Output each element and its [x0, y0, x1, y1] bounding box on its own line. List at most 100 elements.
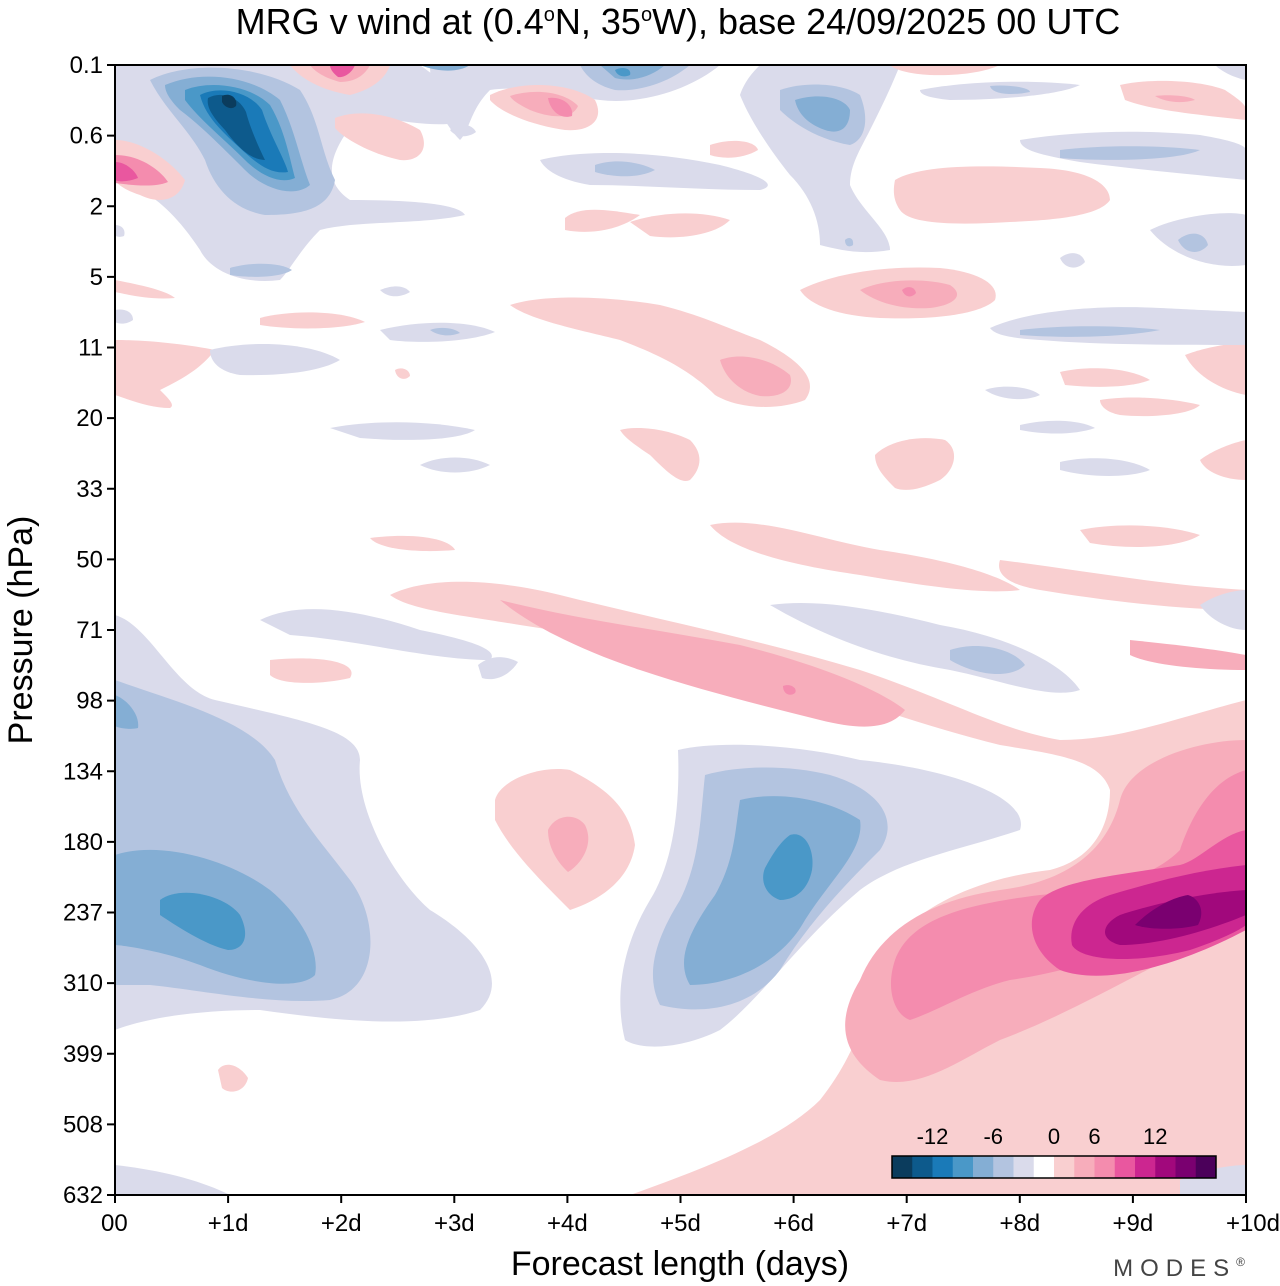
colorbar-swatch [1155, 1156, 1176, 1178]
contour-pos-small-left [218, 1064, 248, 1092]
y-tick-label: 310 [63, 970, 103, 997]
y-tick-label: 0.6 [70, 123, 103, 150]
y-axis-label: Pressure (hPa) [2, 516, 40, 745]
colorbar-swatch [1135, 1156, 1156, 1178]
contour-pos-top-left-3 [115, 162, 138, 182]
contour-pos-upper-6d [710, 140, 758, 158]
colorbar-swatch [973, 1156, 994, 1178]
y-tick-label: 237 [63, 900, 103, 927]
contour-neg-bottom-right [1180, 1165, 1246, 1195]
contour-pos-50-right [1080, 525, 1200, 547]
contour-neg-left-edge-1 [115, 309, 133, 324]
contour-neg-top-right-3 [795, 96, 850, 132]
colorbar-swatch [1074, 1156, 1095, 1178]
y-tick-label: 632 [63, 1182, 103, 1209]
contour-pos-50 [370, 535, 455, 552]
contour-neg-upper-band [540, 153, 768, 190]
contour-pos-33-band [710, 522, 1020, 592]
contour-neg-71-edge [1200, 590, 1246, 630]
y-tick-label: 399 [63, 1041, 103, 1068]
contour-pos-left-5 [115, 280, 175, 299]
x-axis: 00 +1d +2d +3d +4d +5d +6d +7d +8d +9d +10d [101, 1195, 1280, 1237]
contour-neg-top-mid-core [615, 67, 631, 77]
contour-pos-71 [270, 658, 352, 683]
colorbar-label: 6 [1088, 1124, 1100, 1149]
contour-neg-5-right [1060, 253, 1085, 268]
y-tick-label: 2 [90, 193, 103, 220]
contour-neg-20-1 [330, 422, 475, 440]
y-tick-label: 134 [63, 758, 103, 785]
y-tick-label: 33 [76, 476, 103, 503]
contour-neg-33-right [1060, 458, 1150, 476]
y-tick-label: 180 [63, 829, 103, 856]
colorbar-swatch [892, 1156, 913, 1178]
contour-neg-top-mid-3 [600, 65, 665, 80]
x-tick-label: +1d [208, 1210, 249, 1237]
contour-neg-11-1 [210, 344, 340, 376]
contour-neg-3d-06 [450, 124, 476, 137]
contour-pos-4d-inner [548, 816, 589, 872]
contour-neg-right-2hpa-core [1178, 233, 1208, 252]
contour-pos-right-33 [1200, 440, 1246, 480]
contour-pos-06-2d [335, 113, 424, 161]
y-tick-label: 50 [76, 546, 103, 573]
contour-neg-right-edge [1215, 65, 1246, 80]
contour-neg-11-2-core [430, 327, 460, 336]
contour-pos-3d-3 [548, 97, 573, 117]
colorbar-label: -12 [917, 1124, 949, 1149]
contour-pos-top-2d-3 [330, 65, 355, 78]
x-tick-label: +8d [999, 1210, 1040, 1237]
contour-pos-upper-right [999, 560, 1246, 610]
contour-pos-right-98 [1130, 640, 1246, 670]
contour-pos-20-7d [875, 438, 955, 490]
colorbar-swatch [1195, 1156, 1217, 1178]
contour-pos-band-core [783, 685, 796, 695]
x-tick-label: +10d [1226, 1210, 1280, 1237]
chart-title: MRG v wind at (0.4oN, 35oW), base 24/09/… [236, 1, 1121, 42]
x-axis-label: Forecast length (days) [511, 1245, 849, 1283]
contour-neg-left-4 [160, 892, 246, 950]
contour-neg-11-right-core [1020, 326, 1160, 337]
contour-neg-upper-band-core [595, 161, 655, 177]
brand-logo: MODES® [1113, 1255, 1252, 1282]
y-tick-label: 71 [76, 617, 103, 644]
contour-neg-71-small [478, 657, 518, 680]
y-axis: 0.1 0.6 2 5 11 20 33 50 71 98 134 180 237 310 399 508 63… [63, 52, 115, 1209]
contour-pos-right-15 [1060, 368, 1150, 387]
colorbar-swatch [993, 1156, 1014, 1178]
colorbar-label: -6 [983, 1124, 1003, 1149]
contour-pos-right-11 [1185, 342, 1246, 395]
x-tick-label: +6d [773, 1210, 814, 1237]
contour-neg-top-mid-cap [420, 65, 470, 71]
contour-neg-71-right-core [950, 645, 1025, 675]
colorbar-swatch [952, 1156, 974, 1178]
contour-pos-left-11 [115, 340, 215, 408]
colorbar-swatch [912, 1156, 933, 1178]
contour-neg-top-core [222, 94, 237, 109]
y-tick-label: 20 [76, 405, 103, 432]
y-tick-label: 98 [76, 688, 103, 715]
x-tick-label: 00 [101, 1210, 128, 1237]
contour-neg-left-edge-2 [115, 225, 125, 237]
contour-neg-top-6 [207, 94, 265, 160]
contour-neg-top-under [230, 263, 292, 277]
colorbar-swatch [1013, 1156, 1035, 1178]
x-tick-label: +2d [321, 1210, 362, 1237]
contour-pos-2hpa-blob [893, 166, 1110, 224]
y-tick-label: 5 [90, 264, 103, 291]
x-tick-label: +4d [547, 1210, 588, 1237]
contour-pos-20-4d [620, 428, 700, 481]
contour-neg-6d-dot [845, 237, 854, 247]
contour-neg-right-top-core [990, 85, 1030, 94]
colorbar-swatch [1033, 1156, 1055, 1178]
x-tick-label: +7d [886, 1210, 927, 1237]
colorbar-swatch [1094, 1156, 1116, 1178]
contour-neg-71-left [260, 609, 492, 660]
contour-neg-right-band-core [1060, 146, 1200, 160]
colorbar-swatch [1175, 1156, 1197, 1178]
y-tick-label: 11 [78, 335, 103, 362]
contour-pos-11-band-2 [720, 356, 791, 397]
contour-neg-20-right [985, 386, 1040, 400]
contour-pos-band-2 [500, 600, 905, 727]
